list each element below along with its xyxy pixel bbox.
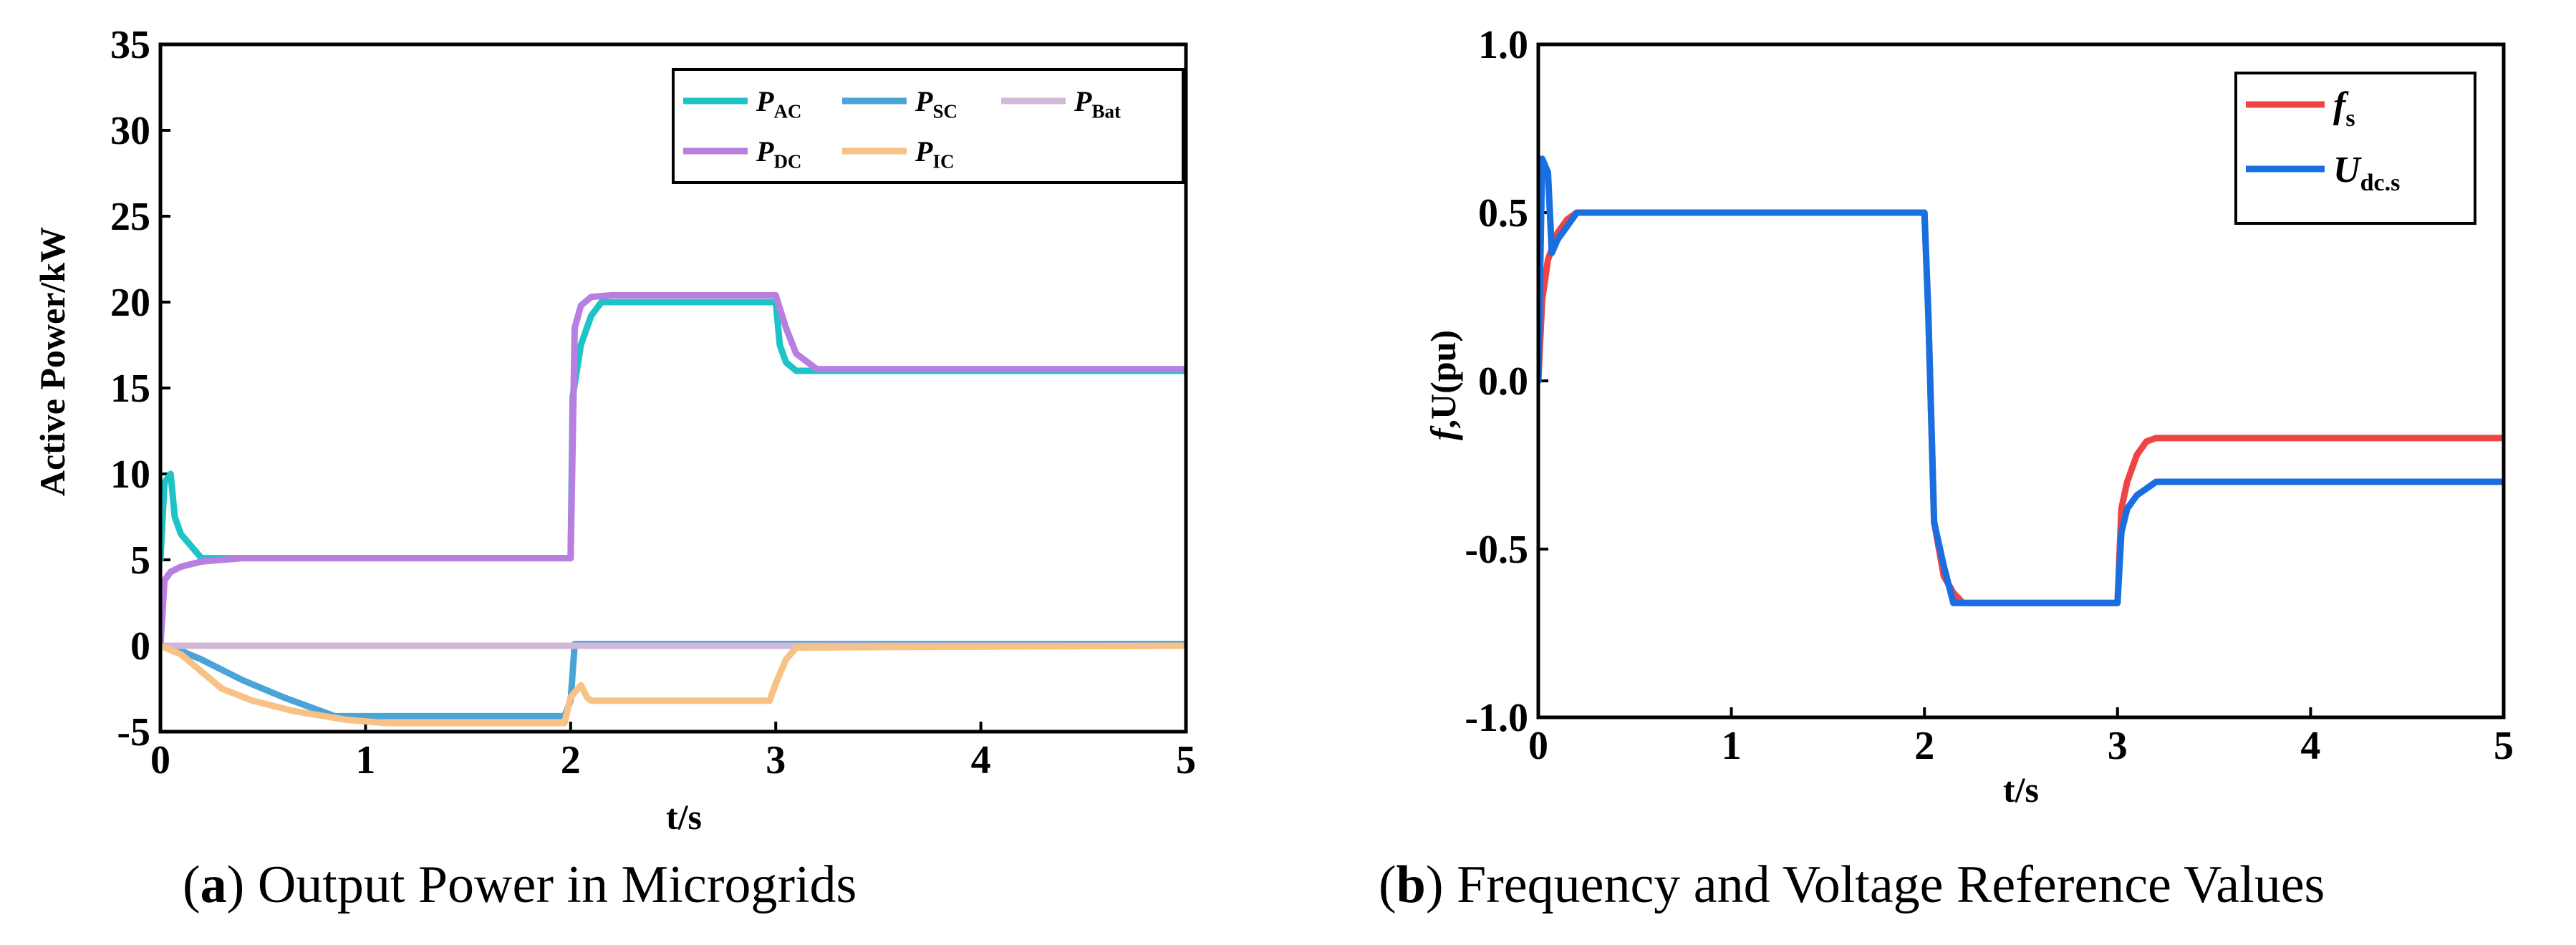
panel-a-ylabel: Active Power/kW: [32, 227, 72, 496]
panel-b-xlabel: t/s: [2003, 770, 2039, 810]
panel-b-reference-values-chart: f,U(pu) t/s (b) Frequency and Voltage Re…: [1379, 23, 2514, 914]
x-tick-label: 5: [2494, 724, 2514, 768]
legend-entry: PBat: [1074, 85, 1121, 122]
y-tick-label: 0: [130, 624, 150, 669]
x-tick-label: 0: [150, 738, 170, 782]
y-tick-label: 5: [130, 538, 150, 583]
panel-b-caption-label: b: [1396, 856, 1426, 914]
legend: PAC PSC PBat PDC PIC: [672, 68, 1185, 184]
x-tick-label: 3: [766, 738, 786, 782]
x-tick-label: 2: [1914, 724, 1934, 768]
y-tick-label: 20: [110, 281, 150, 325]
y-tick-label: 10: [110, 452, 150, 497]
panel-a-output-power-chart: Active Power/kW t/s (a) Output Power in …: [32, 23, 1196, 914]
legend-box: [672, 68, 1185, 184]
panel-b-caption: (b) Frequency and Voltage Reference Valu…: [1379, 856, 2325, 914]
series-line-f-s: [1538, 209, 2504, 606]
series-lines: [160, 291, 1186, 727]
series-line-P-IC: [160, 642, 1186, 727]
x-tick-label: 1: [355, 738, 375, 782]
legend-entry: PDC: [756, 135, 801, 172]
plot-frame: [1536, 42, 2506, 719]
x-tick-label: 1: [1722, 724, 1742, 768]
y-tick-label: -5: [117, 710, 150, 755]
panel-b-caption-text: Frequency and Voltage Reference Values: [1457, 856, 2325, 914]
panel-b-ylabel: f,U(pu): [1423, 330, 1463, 440]
x-tick-label: 4: [2300, 724, 2320, 768]
series-line-U-dc.s: [1538, 155, 2504, 606]
legend-entry: PAC: [756, 85, 801, 122]
x-tick-label: 4: [971, 738, 991, 782]
y-tick-label: 15: [110, 367, 150, 411]
legend: fs Udc.s: [2234, 72, 2476, 225]
legend-entry: PSC: [915, 85, 957, 122]
y-tick-label: 35: [110, 23, 150, 67]
series-line-P-SC: [160, 641, 1186, 719]
y-tick-label: -0.5: [1465, 528, 1528, 572]
panel-a-caption-label: a: [201, 856, 227, 914]
panel-a-caption: (a) Output Power in Microgrids: [183, 856, 857, 914]
series-line-P-DC: [160, 291, 1186, 649]
x-tick-label: 3: [2108, 724, 2128, 768]
y-tick-label: 0.5: [1478, 191, 1528, 236]
x-tick-label: 2: [561, 738, 581, 782]
x-tick-label: 5: [1176, 738, 1196, 782]
x-tick-label: 0: [1528, 724, 1548, 768]
legend-entry: Udc.s: [2333, 150, 2400, 196]
panel-a-caption-text: Output Power in Microgrids: [258, 856, 857, 914]
series-line-P-AC: [160, 299, 1186, 563]
legend-entry: PIC: [915, 135, 954, 172]
series-lines: [1538, 155, 2504, 606]
legend-box: [2234, 72, 2476, 225]
panel-a-xlabel: t/s: [666, 797, 702, 837]
y-tick-label: 30: [110, 109, 150, 153]
legend-entry: fs: [2333, 85, 2355, 132]
plot-frame: [158, 42, 1188, 734]
y-tick-label: 25: [110, 195, 150, 239]
y-tick-label: 0.0: [1478, 359, 1528, 404]
y-tick-label: 1.0: [1478, 23, 1528, 67]
y-tick-label: -1.0: [1465, 696, 1528, 740]
